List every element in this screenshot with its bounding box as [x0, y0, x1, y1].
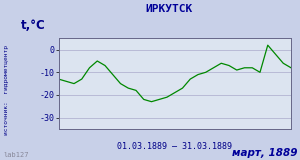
Text: lab127: lab127 [3, 152, 29, 158]
Text: источник:  гидрометцентр: источник: гидрометцентр [4, 45, 9, 135]
Text: ИРКУТСК: ИРКУТСК [146, 4, 193, 14]
Text: t,°C: t,°C [21, 19, 46, 32]
Text: 01.03.1889 – 31.03.1889: 01.03.1889 – 31.03.1889 [117, 142, 232, 151]
Text: март, 1889: март, 1889 [232, 148, 297, 158]
